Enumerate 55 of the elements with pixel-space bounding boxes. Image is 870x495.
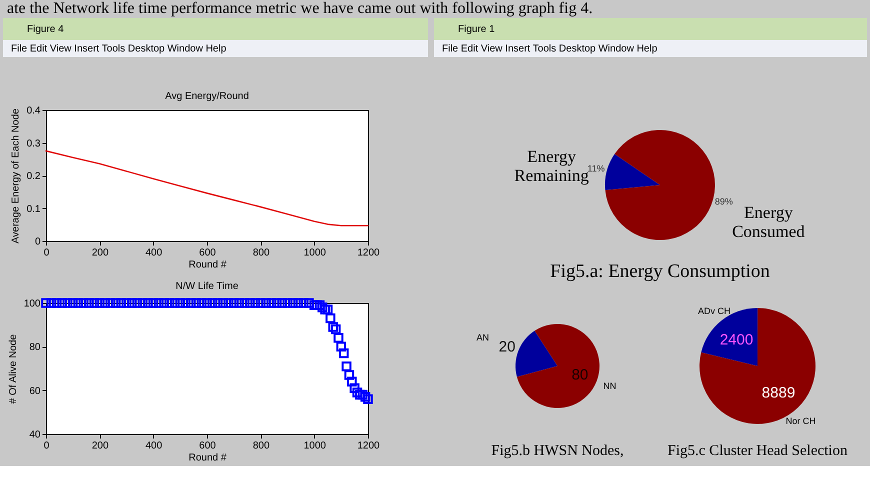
- y-tick-label: 0: [34, 236, 41, 248]
- chart-title: N/W Life Time: [176, 281, 239, 292]
- chart-title: Avg Energy/Round: [165, 91, 249, 102]
- x-tick-label: 800: [252, 440, 270, 452]
- x-tick-label: 400: [145, 248, 163, 258]
- text: ate the Network life time performance metric we have came out with following graph fig 4.: [7, 0, 593, 17]
- caption: Figure 4: [27, 24, 64, 35]
- slice-label: AN: [476, 332, 490, 342]
- x-axis-title: Round #: [188, 452, 227, 464]
- x-tick-label: 1000: [304, 248, 326, 258]
- pie-slice: [516, 324, 600, 408]
- x-tick-label: 0: [44, 440, 50, 452]
- data-label: 20: [498, 338, 516, 356]
- text: File Edit View Insert Tools Desktop Window Help: [11, 44, 227, 54]
- pie-slice: [605, 130, 715, 240]
- slice-label: ADv CH: [698, 306, 731, 316]
- x-tick-label: 800: [252, 248, 270, 258]
- y-tick-label: 80: [29, 342, 41, 354]
- x-tick-label: 200: [92, 440, 109, 452]
- x-tick-label: 0: [44, 248, 50, 258]
- data-label: 80: [572, 366, 588, 384]
- slice-label: Energy Consumed: [732, 203, 806, 242]
- pie-slice: [605, 154, 660, 190]
- text: File Edit View Insert Tools Desktop Window Help: [442, 44, 658, 54]
- y-axis-title: # Of Alive Node: [8, 334, 19, 404]
- x-tick-label: 600: [199, 248, 216, 258]
- x-tick-label: 1000: [304, 440, 326, 452]
- x-tick-label: 1200: [357, 248, 380, 258]
- x-axis-title: Round #: [188, 260, 227, 270]
- y-tick-label: 0.2: [26, 171, 41, 182]
- pie-slice: [516, 330, 558, 377]
- slice-label: Nor CH: [786, 416, 816, 426]
- data-label: 2400: [720, 331, 754, 348]
- x-tick-label: 200: [92, 248, 109, 258]
- data-label: 8889: [762, 384, 796, 402]
- y-axis-title: Average Energy of Each Node: [10, 108, 22, 244]
- y-tick-label: 60: [29, 386, 41, 397]
- pie-slice: [700, 308, 816, 424]
- data-label: 89%: [714, 196, 733, 207]
- data-label: 11%: [587, 163, 605, 174]
- line-series: [45, 150, 369, 226]
- slice-label: NN: [603, 381, 616, 392]
- y-tick-label: 40: [29, 430, 41, 440]
- y-tick-label: 100: [24, 298, 41, 310]
- slice-label: Energy Remaining: [514, 146, 590, 185]
- text: Fig5.c Cluster Head Selection: [668, 443, 848, 459]
- y-tick-label: 0.1: [26, 204, 41, 215]
- x-tick-label: 600: [199, 440, 216, 452]
- x-tick-label: 1200: [357, 440, 380, 452]
- y-tick-label: 0.4: [26, 106, 41, 116]
- text: Fig5.b HWSN Nodes,: [491, 443, 624, 459]
- x-tick-label: 400: [145, 440, 163, 452]
- y-tick-label: 0.3: [26, 138, 41, 150]
- caption: Figure 1: [458, 24, 496, 35]
- text: Fig5.a: Energy Consumption: [550, 261, 770, 282]
